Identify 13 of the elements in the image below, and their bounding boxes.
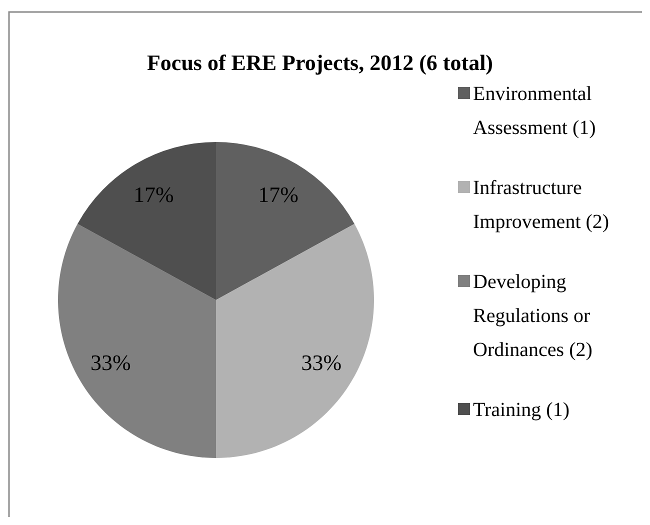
legend-label: Training (1) [473,399,570,421]
chart-title: Focus of ERE Projects, 2012 (6 total) [146,50,494,75]
pie-slice [216,224,374,458]
data-label: 17% [258,182,298,208]
pie-slice [216,142,354,300]
legend-label: Environmental Assessment (1) [473,83,596,139]
data-label: 33% [301,350,342,375]
pie-slice [78,142,216,300]
legend-label: Infrastructure Improvement (2) [473,177,610,233]
pie-slice [58,224,216,458]
data-label: 33% [90,350,131,375]
legend-label: Developing Regulations or Ordinances (2) [473,271,592,361]
data-label: 17% [134,182,174,208]
